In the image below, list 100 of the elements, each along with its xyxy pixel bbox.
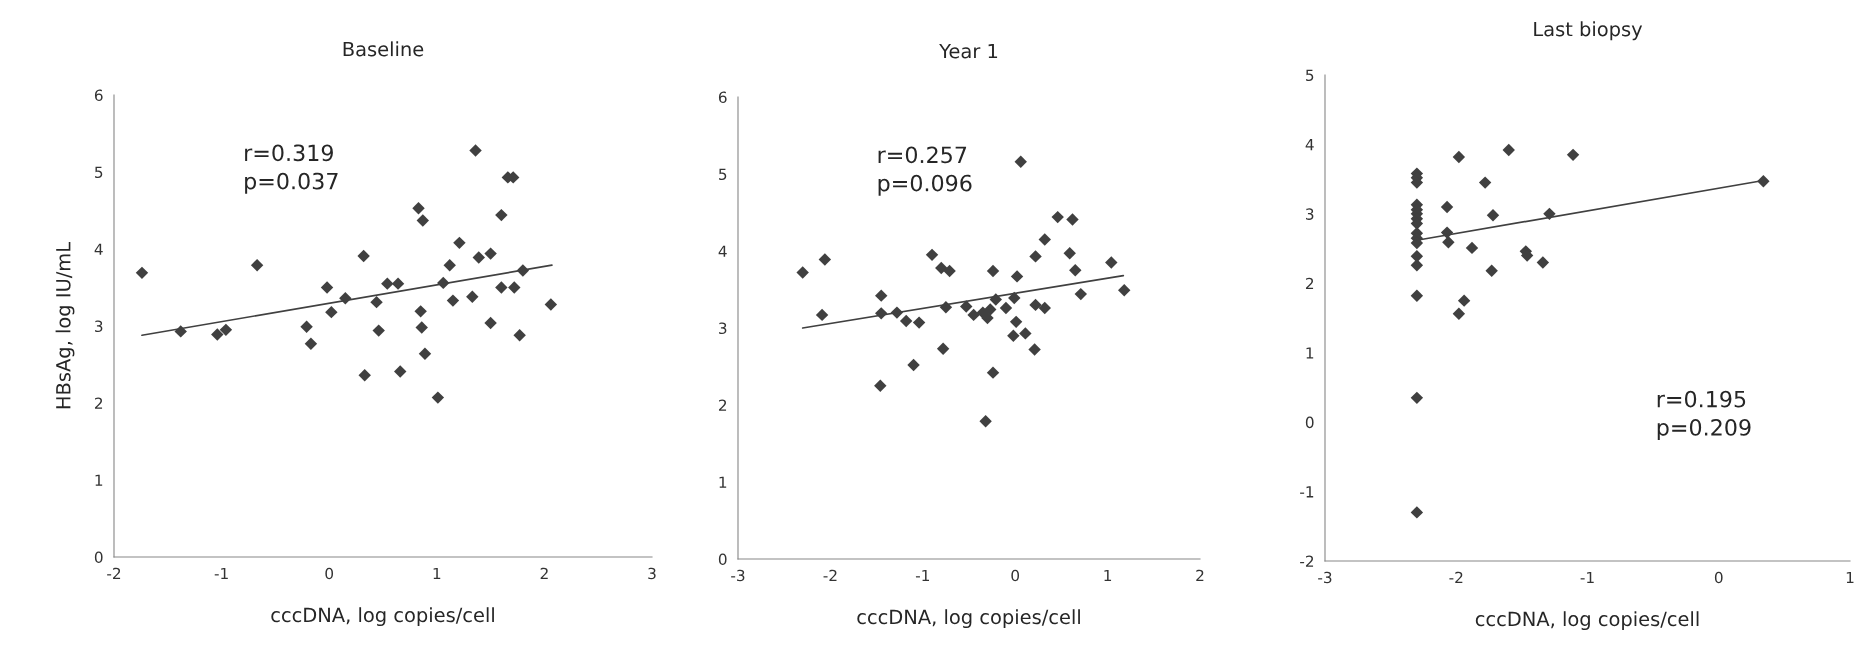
- point: [936, 342, 950, 355]
- point: [1118, 284, 1131, 297]
- point: [999, 301, 1013, 315]
- point: [446, 294, 460, 307]
- point: [1029, 250, 1042, 263]
- point: [431, 391, 445, 404]
- y-tick-label: 4: [718, 245, 727, 257]
- point: [1007, 329, 1020, 342]
- x-tick-label: -3: [731, 569, 745, 582]
- y-tick-label: 1: [719, 476, 727, 488]
- point: [357, 249, 370, 263]
- point: [1410, 250, 1424, 263]
- y-tick-label: 2: [718, 399, 727, 411]
- point: [796, 266, 809, 279]
- y-tick-label: 4: [1305, 139, 1314, 151]
- point: [1440, 200, 1454, 214]
- point: [1051, 210, 1064, 224]
- point: [1457, 294, 1471, 307]
- point: [250, 258, 264, 272]
- point: [1028, 343, 1041, 356]
- point: [912, 316, 926, 329]
- point: [1410, 391, 1424, 405]
- point: [469, 144, 482, 157]
- y-tick-label: -1: [1300, 486, 1314, 498]
- point: [370, 295, 383, 309]
- x-axis-title: cccDNA, log copies/cell: [857, 609, 1080, 629]
- x-axis-title: cccDNA, log copies/cell: [271, 607, 494, 627]
- y-tick-label: 5: [719, 168, 727, 181]
- point: [1452, 307, 1466, 321]
- point: [300, 320, 313, 333]
- point: [412, 201, 425, 215]
- point: [211, 328, 224, 341]
- x-tick-label: -2: [107, 567, 121, 580]
- point: [1465, 241, 1479, 255]
- point: [967, 308, 980, 322]
- point: [986, 264, 1000, 278]
- chart-title: Year 1: [939, 43, 998, 59]
- y-tick-label: 6: [718, 91, 727, 104]
- point: [1038, 301, 1051, 315]
- x-tick-label: 0: [1714, 571, 1723, 584]
- point: [1010, 270, 1024, 283]
- point: [1014, 155, 1027, 168]
- point: [414, 305, 427, 318]
- point: [394, 365, 407, 378]
- point: [513, 329, 526, 342]
- point: [443, 258, 456, 272]
- x-tick-label: -1: [915, 569, 930, 582]
- point: [1566, 148, 1580, 162]
- point: [874, 379, 887, 392]
- x-tick-label: -2: [1449, 571, 1463, 584]
- point: [358, 369, 371, 382]
- x-tick-label: 1: [1846, 571, 1854, 584]
- x-tick-label: 1: [433, 567, 441, 580]
- point: [1410, 506, 1424, 519]
- y-tick-label: 5: [1306, 69, 1314, 82]
- point: [372, 324, 385, 337]
- point: [875, 289, 888, 302]
- y-tick-label: 3: [1306, 208, 1314, 220]
- point: [484, 247, 497, 260]
- point: [1105, 256, 1118, 269]
- point: [381, 277, 394, 290]
- y-tick-label: 2: [94, 397, 103, 409]
- point: [1009, 315, 1023, 329]
- x-tick-label: 0: [325, 567, 334, 580]
- annotation: r=0.319 p=0.037: [245, 144, 338, 194]
- point: [1536, 256, 1550, 269]
- point: [1066, 213, 1079, 226]
- x-tick-label: -1: [214, 567, 228, 580]
- x-tick-label: -1: [1580, 571, 1594, 584]
- point: [935, 261, 948, 275]
- point: [1485, 264, 1498, 277]
- x-tick-label: 2: [540, 567, 548, 580]
- point: [325, 305, 338, 319]
- point: [320, 281, 334, 294]
- x-tick-label: 2: [1196, 569, 1204, 582]
- annotation: r=0.195 p=0.209: [1657, 390, 1751, 441]
- y-tick-label: 6: [94, 89, 103, 102]
- point: [1019, 327, 1032, 340]
- annotation: r=0.257 p=0.096: [878, 146, 972, 196]
- x-tick-label: 1: [1104, 569, 1112, 582]
- point: [453, 236, 466, 250]
- point: [818, 253, 832, 266]
- point: [304, 337, 318, 350]
- point: [925, 248, 939, 262]
- point: [1442, 236, 1455, 249]
- x-axis-title: cccDNA, log copies/cell: [1475, 611, 1699, 631]
- point: [219, 323, 233, 337]
- point: [472, 251, 485, 264]
- point: [1069, 264, 1082, 277]
- point: [1074, 287, 1088, 301]
- point: [984, 303, 997, 316]
- x-tick-label: -3: [1318, 571, 1332, 584]
- point: [960, 300, 973, 313]
- y-tick-label: 0: [94, 551, 103, 564]
- y-tick-label: 1: [95, 474, 103, 486]
- point: [1029, 298, 1042, 312]
- point: [943, 264, 956, 278]
- y-tick-label: 0: [1305, 416, 1314, 429]
- y-tick-label: 2: [1305, 277, 1314, 290]
- y-tick-label: 5: [95, 166, 103, 179]
